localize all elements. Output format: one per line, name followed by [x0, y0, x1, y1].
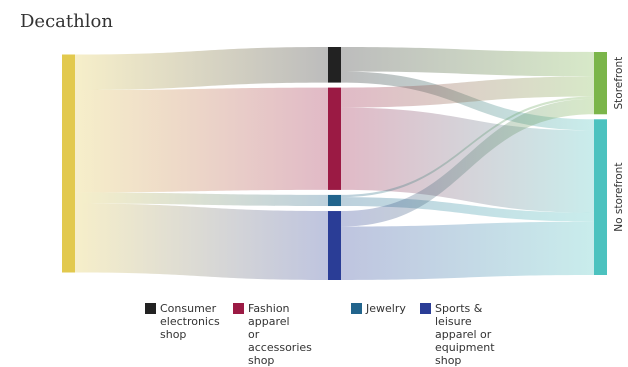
node-label-storefront: Storefront — [613, 57, 625, 110]
node-sports — [328, 211, 341, 280]
link-decathlon-to-sports — [75, 203, 328, 280]
node-no-storefront — [594, 119, 607, 276]
node-storefront — [594, 52, 607, 115]
node-jewelry — [328, 194, 341, 207]
link-decathlon-to-jewelry — [75, 192, 328, 207]
link-decathlon-to-fashion — [75, 87, 328, 193]
chart-subtitle: Decathlon — [20, 11, 113, 32]
legend-label: Jewelry — [366, 302, 406, 315]
legend-swatch — [351, 303, 362, 314]
sankey-nodes — [62, 47, 607, 280]
legend-swatch — [233, 303, 244, 314]
link-consumer_electronics-to-storefront — [341, 47, 594, 77]
link-decathlon-to-consumer_electronics — [75, 47, 328, 91]
legend-swatch — [420, 303, 431, 314]
node-label-no-storefront: No storefront — [613, 163, 625, 232]
sankey-node-labels: Storefront No storefront — [613, 57, 625, 232]
legend: Consumer electronics shop Fashion appare… — [0, 302, 628, 367]
link-jewelry-to-storefront — [341, 96, 594, 198]
link-sports-to-storefront — [341, 98, 594, 227]
node-consumer-electronics — [328, 47, 341, 83]
sankey-links — [75, 47, 594, 280]
legend-label: Sports & leisure apparel or equipment sh… — [435, 302, 495, 367]
legend-label: Fashion apparel or accessories shop — [248, 302, 312, 367]
link-fashion-to-storefront — [341, 76, 594, 108]
node-fashion — [328, 87, 341, 190]
node-decathlon — [62, 54, 75, 273]
link-sports-to-no_storefront — [341, 221, 594, 280]
sankey-chart: Storefront No storefront — [62, 47, 625, 280]
legend-swatch — [145, 303, 156, 314]
legend-label: Consumer electronics shop — [160, 302, 220, 341]
